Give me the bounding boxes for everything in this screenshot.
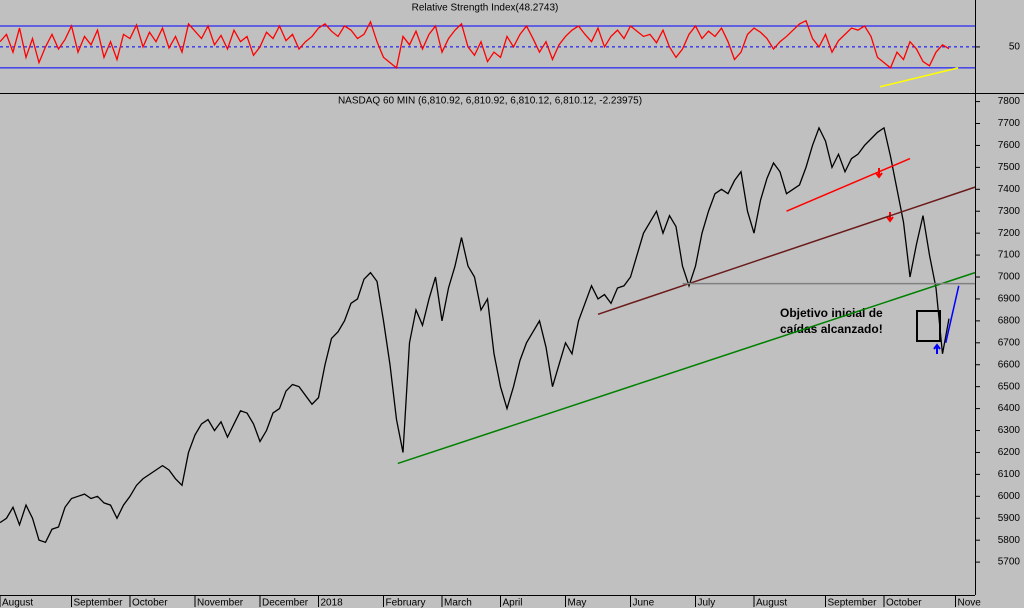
y-tick-label: 7600 (998, 140, 1021, 151)
series-line (0, 126, 950, 544)
y-tick-label: 50 (1009, 42, 1021, 53)
y-tick-label: 6200 (998, 447, 1021, 458)
x-tick-label: August (2, 598, 33, 608)
trend-line (597, 186, 976, 316)
y-tick-label: 6900 (998, 294, 1021, 305)
y-tick-label: 7800 (998, 96, 1021, 107)
x-tick-label: March (444, 598, 472, 608)
x-tick-label: May (568, 598, 587, 608)
y-tick-label: 6300 (998, 425, 1021, 436)
x-tick-label: July (698, 598, 716, 608)
x-tick-label: October (132, 598, 168, 608)
y-tick-label: 6100 (998, 469, 1021, 480)
rsi-title: Relative Strength Index(48.2743) (412, 3, 559, 14)
annotation: Objetivo inicial de (780, 306, 883, 320)
y-tick-label: 5800 (998, 535, 1021, 546)
trend-line (786, 157, 911, 212)
series-line (0, 19, 950, 70)
x-tick-label: June (633, 598, 655, 608)
trend-line (879, 67, 959, 88)
price-title: NASDAQ 60 MIN (6,810.92, 6,810.92, 6,810… (338, 96, 642, 107)
x-tick-label: April (503, 598, 523, 608)
y-tick-label: 5900 (998, 513, 1021, 524)
x-tick-label: September (74, 598, 124, 608)
y-tick-label: 7300 (998, 206, 1021, 217)
x-tick-label: August (756, 598, 787, 608)
y-tick-label: 6500 (998, 381, 1021, 392)
y-tick-label: 6000 (998, 491, 1021, 502)
annotation: caídas alcanzado! (780, 322, 883, 336)
y-tick-label: 7700 (998, 118, 1021, 129)
trend-line (945, 285, 960, 343)
arrow-up (933, 343, 941, 354)
x-tick-label: February (386, 598, 426, 608)
y-tick-label: 6400 (998, 403, 1021, 414)
y-tick-label: 7400 (998, 184, 1021, 195)
y-tick-label: 6600 (998, 359, 1021, 370)
y-tick-label: 7000 (998, 272, 1021, 283)
x-tick-label: November (197, 598, 244, 608)
y-tick-label: 5700 (998, 557, 1021, 568)
x-tick-label: Nove (958, 598, 982, 608)
x-tick-label: September (828, 598, 878, 608)
y-tick-label: 7100 (998, 250, 1021, 261)
y-tick-label: 7200 (998, 228, 1021, 239)
y-tick-label: 6700 (998, 337, 1021, 348)
trend-line (397, 271, 976, 465)
y-tick-label: 6800 (998, 316, 1021, 327)
y-tick-label: 7500 (998, 162, 1021, 173)
x-tick-label: October (886, 598, 922, 608)
x-tick-label: 2018 (321, 598, 344, 608)
x-tick-label: December (262, 598, 309, 608)
